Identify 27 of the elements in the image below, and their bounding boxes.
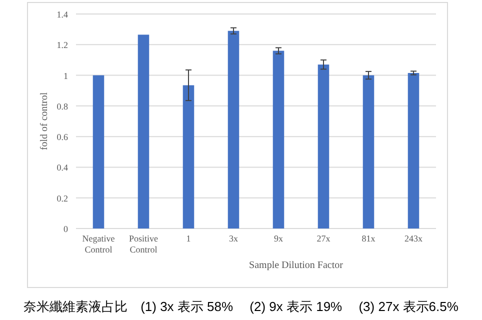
bar (182, 85, 194, 228)
bar (272, 50, 284, 228)
x-tick-label: 1 (186, 234, 191, 244)
x-tick-label: 81x (362, 234, 376, 244)
y-tick-label: 1 (64, 70, 68, 81)
x-axis-title: Sample Dilution Factor (249, 260, 344, 271)
bar (92, 75, 104, 228)
text: 奈米纖維素液占比 (1) 3x 表示 58% (2) 9x 表示 19% (3) 27x 表示6.5% (24, 299, 459, 314)
bar (138, 34, 150, 228)
y-tick-label: 1.4 (56, 10, 68, 20)
y-axis-title: fold of control (39, 92, 50, 150)
x-tick-label: Negative Control (82, 234, 115, 254)
x-tick-label: 3x (229, 234, 238, 244)
y-tick-label: 0.8 (56, 101, 68, 112)
x-tick-label: 27x (316, 234, 331, 244)
y-tick-label: 0 (64, 224, 68, 234)
bar (408, 72, 420, 228)
y-tick-label: 1.2 (56, 40, 68, 50)
x-tick-label: Positive Control (128, 234, 158, 254)
y-tick-label: 0.6 (56, 132, 68, 142)
bar (318, 64, 330, 228)
bar (362, 75, 374, 228)
x-tick-label: 9x (274, 234, 284, 244)
bar (228, 30, 240, 228)
y-tick-label: 0.4 (56, 162, 68, 173)
x-tick-label: 243x (404, 234, 423, 244)
y-tick-label: 0.2 (56, 193, 68, 204)
